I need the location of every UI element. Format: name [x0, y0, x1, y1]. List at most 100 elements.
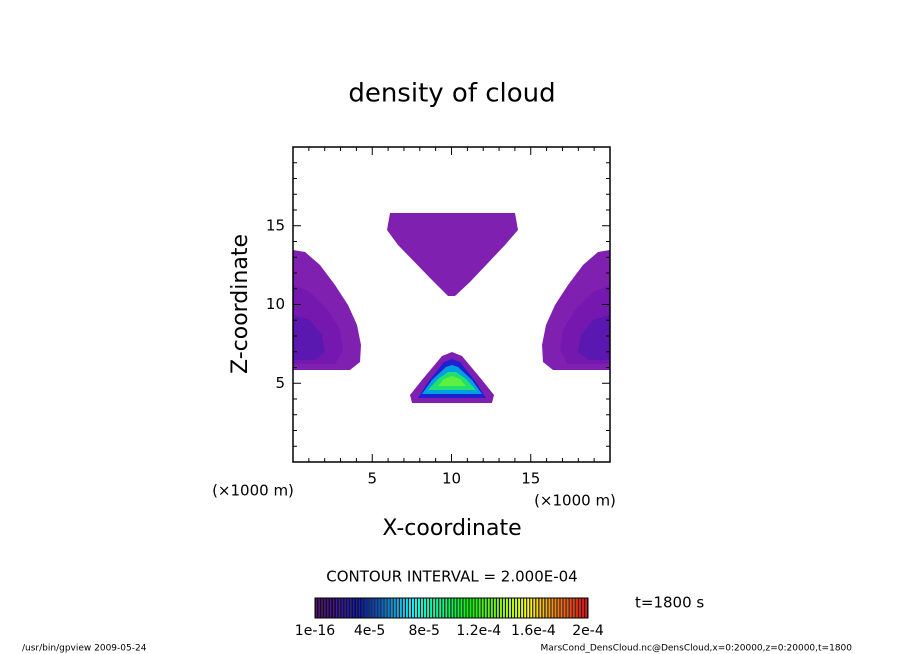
colorbar-gap	[526, 598, 528, 618]
time-label: t=1800 s	[635, 594, 704, 612]
colorbar-stripe	[518, 598, 521, 618]
colorbar-stripe	[396, 598, 399, 618]
colorbar-gap	[389, 598, 391, 618]
colorbar-stripe	[393, 598, 396, 618]
colorbar-stripe	[548, 598, 551, 618]
colorbar-stripe	[500, 598, 502, 618]
colorbar-stripe	[390, 598, 393, 618]
colorbar-stripe	[475, 598, 478, 618]
colorbar-gap	[380, 598, 382, 618]
colorbar-gap	[501, 598, 504, 618]
colorbar-gap	[347, 598, 349, 618]
colorbar-stripe	[527, 598, 530, 618]
colorbar-stripe	[336, 598, 339, 618]
colorbar-gap	[386, 598, 388, 618]
colorbar-gap	[447, 598, 449, 618]
colorbar-gap	[435, 598, 437, 618]
contour-fill	[293, 213, 610, 403]
colorbar-stripe	[433, 598, 436, 618]
colorbar-gap	[416, 598, 419, 618]
colorbar-gap	[462, 598, 464, 618]
colorbar-stripe	[415, 598, 417, 618]
colorbar-gap	[410, 598, 413, 618]
colorbar-stripe	[381, 598, 384, 618]
y-unit: (×1000 m)	[212, 482, 294, 500]
colorbar-stripe	[569, 598, 572, 618]
colorbar-gap	[580, 598, 582, 618]
colorbar-stripe	[399, 598, 402, 618]
x-axis-label: X-coordinate	[382, 516, 521, 541]
colorbar-gap	[465, 598, 467, 618]
colorbar-stripe	[581, 598, 584, 618]
colorbar-gap	[422, 598, 425, 618]
colorbar-gap	[507, 598, 510, 618]
colorbar-gap	[486, 598, 488, 618]
colorbar-gap	[398, 598, 400, 618]
colorbar-stripe	[406, 598, 408, 618]
footer-left: /usr/bin/gpview 2009-05-24	[22, 644, 147, 654]
colorbar-stripe	[478, 598, 481, 618]
colorbar-gap	[559, 598, 561, 618]
colorbar-gap	[480, 598, 482, 618]
colorbar-gap	[541, 598, 543, 618]
colorbar-gap	[441, 598, 443, 618]
colorbar-stripe	[487, 598, 490, 618]
x-tick-label: 5	[367, 470, 377, 488]
colorbar-stripe	[357, 598, 360, 618]
colorbar-gap	[383, 598, 385, 618]
colorbar-stripe	[560, 598, 563, 618]
colorbar-stripe	[551, 598, 554, 618]
colorbar-stripe	[530, 598, 533, 618]
colorbar-stripe	[439, 598, 442, 618]
colorbar-gap	[547, 598, 549, 618]
colorbar-gap	[574, 598, 576, 618]
colorbar-gap	[450, 598, 452, 618]
colorbar-stripe	[421, 598, 423, 618]
colorbar-stripe	[351, 598, 354, 618]
colorbar-stripe	[509, 598, 511, 618]
colorbar-gap	[544, 598, 546, 618]
colorbar-gap	[353, 598, 355, 618]
x-tick-label: 10	[442, 470, 461, 488]
colorbar-gap	[335, 598, 337, 618]
colorbar-stripe	[472, 598, 475, 618]
colorbar-stripe	[460, 598, 463, 618]
colorbar-stripe	[539, 598, 542, 618]
colorbar-gap	[419, 598, 422, 618]
colorbar-gap	[362, 598, 364, 618]
colorbar-stripe	[339, 598, 342, 618]
colorbar-stripe	[327, 598, 329, 618]
colorbar-gap	[344, 598, 346, 618]
colorbar-gap	[374, 598, 376, 618]
colorbar-gap	[553, 598, 555, 618]
contour-interval: CONTOUR INTERVAL = 2.000E-04	[326, 568, 577, 586]
colorbar-gap	[529, 598, 531, 618]
colorbar-gap	[438, 598, 440, 618]
colorbar-gap	[565, 598, 567, 618]
colorbar-stripe	[584, 598, 587, 618]
colorbar-stripe	[402, 598, 405, 618]
colorbar-gap	[510, 598, 513, 618]
y-tick-label: 15	[266, 216, 285, 234]
colorbar-tick-label: 8e-5	[408, 623, 439, 639]
colorbar-stripe	[375, 598, 378, 618]
colorbar-gap	[504, 598, 507, 618]
colorbar-gap	[474, 598, 476, 618]
colorbar-gap	[338, 598, 340, 618]
colorbar-tick-label: 1.6e-4	[511, 623, 556, 639]
colorbar-stripe	[387, 598, 390, 618]
colorbar-gap	[404, 598, 406, 618]
colorbar-gap	[483, 598, 485, 618]
colorbar-stripe	[378, 598, 381, 618]
colorbar-stripe	[469, 598, 472, 618]
colorbar-gap	[356, 598, 358, 618]
colorbar-stripe	[430, 598, 433, 618]
colorbar-gap	[492, 598, 494, 618]
colorbar-stripe	[448, 598, 451, 618]
colorbar-stripe	[503, 598, 505, 618]
colorbar-stripe	[463, 598, 466, 618]
colorbar-stripe	[318, 598, 320, 618]
colorbar-stripe	[342, 598, 345, 618]
colorbar-stripe	[348, 598, 351, 618]
colorbar-gap	[316, 598, 319, 618]
